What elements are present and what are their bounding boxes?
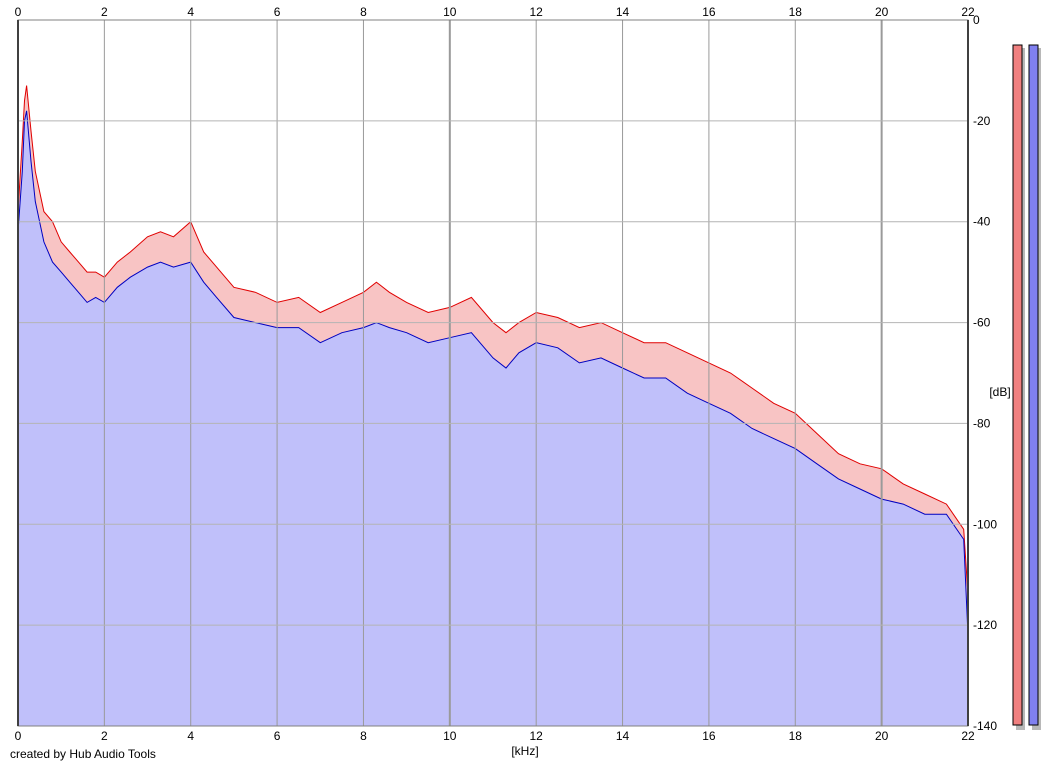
x-axis-label: [kHz]: [511, 744, 538, 758]
level-meters: [1012, 44, 1041, 730]
x-tick-label-bottom: 0: [15, 729, 22, 743]
x-tick-label-top: 4: [187, 5, 194, 19]
x-tick-label-bottom: 10: [443, 729, 457, 743]
series-1-area: [18, 110, 968, 727]
series-0-line: [17, 85, 969, 595]
x-tick-label-bottom: 14: [616, 729, 630, 743]
x-tick-label-bottom: 18: [789, 729, 803, 743]
x-tick-label-top: 6: [274, 5, 281, 19]
x-tick-label-bottom: 2: [101, 729, 108, 743]
x-tick-label-top: 20: [875, 5, 889, 19]
x-tick-label-top: 22: [961, 5, 975, 19]
x-tick-label-bottom: 4: [187, 729, 194, 743]
x-tick-label-top: 10: [443, 5, 457, 19]
y-axis-ticks: 0 -20 -40 -60 -80 -100 -120 -140: [973, 13, 997, 733]
x-tick-label-top: 0: [15, 5, 22, 19]
y-tick-label: -140: [973, 719, 997, 733]
x-tick-label-top: 2: [101, 5, 108, 19]
level-meter-bar: [1028, 44, 1039, 726]
x-tick-label-top: 12: [530, 5, 544, 19]
y-tick-label: 0: [973, 13, 980, 27]
credit-text: created by Hub Audio Tools: [10, 747, 156, 761]
x-tick-label-top: 14: [616, 5, 630, 19]
x-tick-label-top: 18: [789, 5, 803, 19]
x-tick-label-top: 16: [702, 5, 716, 19]
plot-frame: [17, 19, 969, 727]
x-tick-label-bottom: 12: [530, 729, 544, 743]
y-tick-label: -80: [973, 416, 991, 430]
y-tick-label: -40: [973, 215, 991, 229]
grid-layer: [17, 19, 969, 727]
y-tick-label: -100: [973, 517, 997, 531]
y-tick-label: -20: [973, 114, 991, 128]
y-tick-label: -120: [973, 618, 997, 632]
x-tick-label-bottom: 22: [961, 729, 975, 743]
series-layer: [17, 85, 969, 727]
x-tick-label-bottom: 16: [702, 729, 716, 743]
x-tick-label-top: 8: [360, 5, 367, 19]
x-tick-label-bottom: 6: [274, 729, 281, 743]
level-meter-bar: [1012, 44, 1023, 726]
x-tick-label-bottom: 20: [875, 729, 889, 743]
y-axis-label: [dB]: [989, 385, 1010, 399]
x-tick-label-bottom: 8: [360, 729, 367, 743]
y-tick-label: -60: [973, 316, 991, 330]
